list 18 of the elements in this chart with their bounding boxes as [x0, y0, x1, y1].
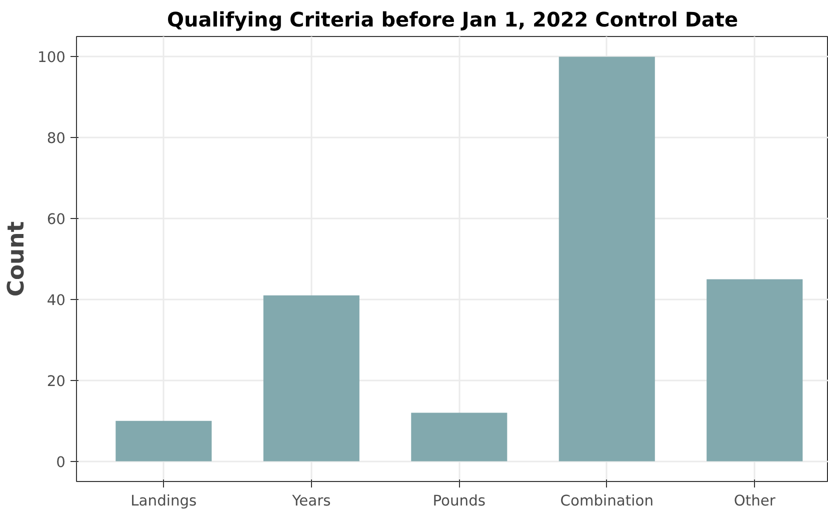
bar — [706, 279, 803, 462]
x-tick-label: Other — [734, 492, 776, 510]
y-tick-label: 100 — [38, 49, 66, 66]
bar — [116, 420, 212, 462]
y-tick-label: 20 — [46, 372, 66, 390]
y-tick-label: 40 — [46, 292, 66, 309]
x-tick-label: Pounds — [432, 492, 486, 510]
bar — [558, 56, 655, 462]
chart-title: Qualifying Criteria before Jan 1, 2022 Control Date — [166, 8, 738, 32]
x-tick-label: Landings — [130, 492, 197, 510]
y-tick-label: 60 — [46, 211, 66, 228]
bar — [411, 412, 508, 462]
y-tick-label: 80 — [46, 130, 66, 148]
bar — [263, 295, 360, 462]
x-tick-label: Years — [291, 492, 331, 510]
y-tick-label: 0 — [56, 454, 66, 471]
x-tick-label: Combination — [560, 492, 654, 510]
y-axis-title: Count — [4, 221, 30, 297]
